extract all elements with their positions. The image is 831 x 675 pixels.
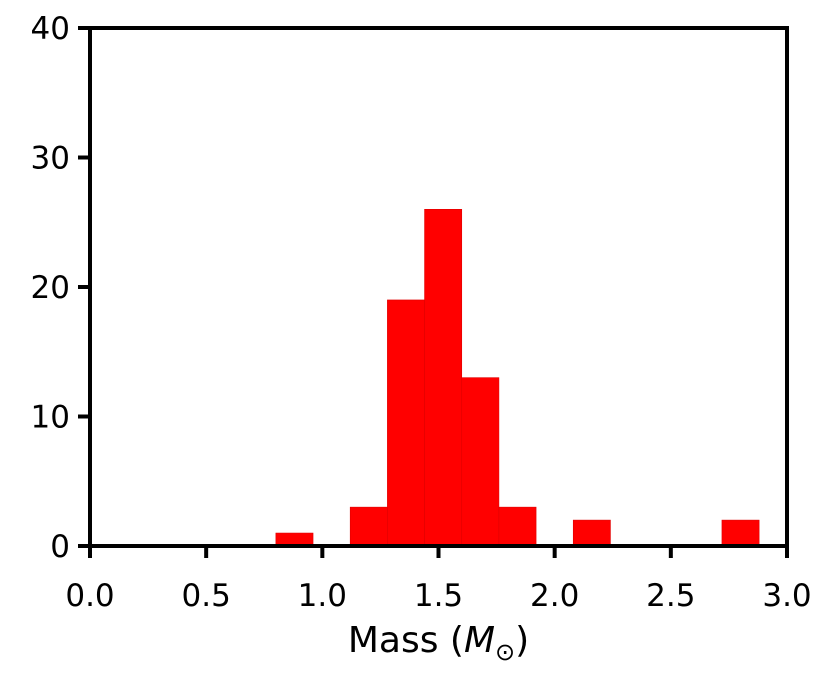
histogram-bar-4: [461, 377, 500, 547]
x-tick-label-1: 0.5: [182, 578, 231, 614]
x-tick-label-0: 0.0: [65, 578, 114, 614]
histogram-bars: [275, 209, 760, 547]
x-tick-label-5: 2.5: [646, 578, 695, 614]
x-axis-title-subscript: ⊙: [495, 638, 515, 666]
x-tick-label-6: 3.0: [762, 578, 811, 614]
y-tick-label-1: 10: [31, 400, 70, 436]
x-axis-title: Mass (M⊙): [348, 620, 529, 666]
y-tick-label-4: 40: [31, 11, 70, 47]
y-tick-label-2: 20: [31, 270, 70, 306]
x-tick-label-3: 1.5: [414, 578, 463, 614]
histogram-bar-7: [721, 519, 760, 547]
histogram-bar-1: [349, 506, 388, 547]
histogram-bar-3: [424, 209, 463, 547]
histogram-bar-5: [498, 506, 537, 547]
x-tick-label-4: 2.0: [530, 578, 579, 614]
histogram-bar-6: [572, 519, 611, 547]
y-tick-label-3: 30: [31, 141, 70, 177]
x-axis-title-close: ): [515, 620, 529, 661]
y-axis-ticks: 0 10 20 30 40: [31, 11, 90, 565]
x-axis-title-symbol: M: [464, 620, 495, 661]
x-axis-ticks: 0.0 0.5 1.0 1.5 2.0 2.5 3.0: [65, 546, 812, 614]
y-tick-label-0: 0: [50, 529, 70, 565]
histogram-bar-2: [387, 299, 425, 547]
x-tick-label-2: 1.0: [298, 578, 347, 614]
x-axis-title-text: Mass (: [348, 620, 464, 661]
